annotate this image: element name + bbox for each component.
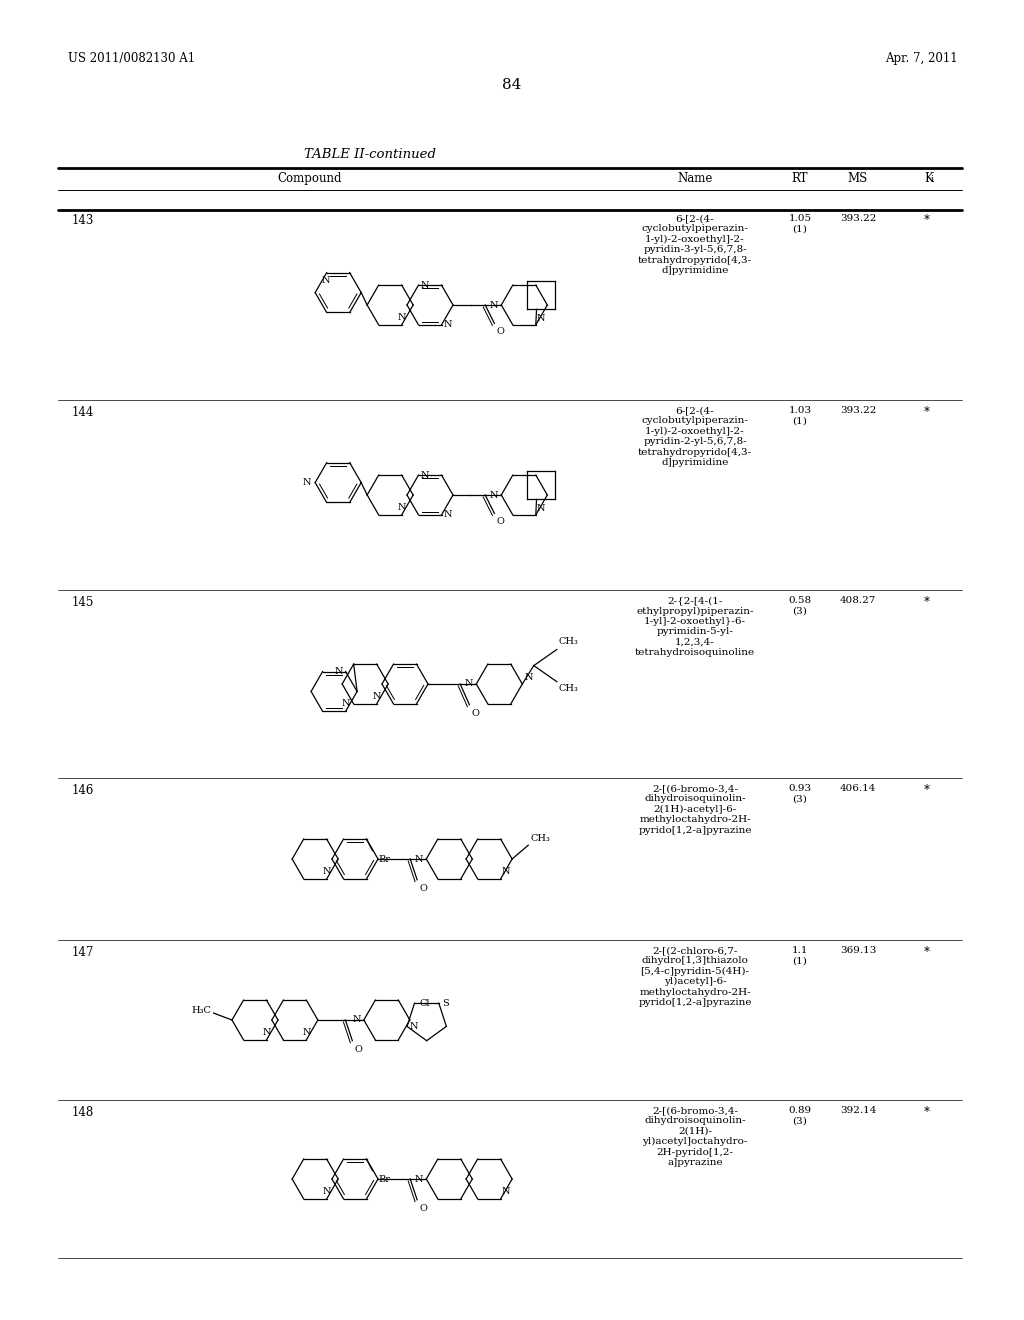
Text: 2-[(2-chloro-6,7-
dihydro[1,3]thiazolo
[5,4-c]pyridin-5(4H)-
yl)acetyl]-6-
methy: 2-[(2-chloro-6,7- dihydro[1,3]thiazolo [… bbox=[638, 946, 752, 1007]
Text: CH₃: CH₃ bbox=[530, 834, 551, 843]
Text: *: * bbox=[924, 214, 930, 227]
Text: N: N bbox=[262, 1028, 270, 1038]
Text: 2-{2-[4-(1-
ethylpropyl)piperazin-
1-yl]-2-oxoethyl}-6-
pyrimidin-5-yl-
1,2,3,4-: 2-{2-[4-(1- ethylpropyl)piperazin- 1-yl]… bbox=[635, 597, 755, 657]
Text: O: O bbox=[471, 709, 479, 718]
Text: 143: 143 bbox=[72, 214, 94, 227]
Text: N: N bbox=[373, 692, 381, 701]
Text: 369.13: 369.13 bbox=[840, 946, 877, 954]
Text: *: * bbox=[924, 597, 930, 609]
Text: N: N bbox=[443, 511, 452, 519]
Text: 1.03
(1): 1.03 (1) bbox=[788, 407, 812, 425]
Text: N: N bbox=[303, 478, 311, 487]
Text: MS: MS bbox=[848, 172, 868, 185]
Text: N: N bbox=[341, 700, 350, 709]
Text: N: N bbox=[421, 471, 429, 479]
Text: O: O bbox=[419, 1204, 427, 1213]
Text: 144: 144 bbox=[72, 407, 94, 418]
Text: RT: RT bbox=[792, 172, 808, 185]
Text: N: N bbox=[323, 1187, 331, 1196]
Text: N: N bbox=[524, 673, 532, 682]
Text: N: N bbox=[323, 867, 331, 876]
Text: CH₃: CH₃ bbox=[559, 684, 579, 693]
Text: N: N bbox=[415, 854, 423, 863]
Text: 406.14: 406.14 bbox=[840, 784, 877, 793]
Text: S: S bbox=[441, 999, 449, 1007]
Text: K: K bbox=[924, 172, 933, 185]
Text: Br: Br bbox=[379, 855, 390, 865]
Text: *: * bbox=[924, 784, 930, 797]
Text: N: N bbox=[397, 503, 406, 512]
Text: O: O bbox=[354, 1044, 362, 1053]
Text: N: N bbox=[421, 281, 429, 289]
Text: N: N bbox=[415, 1175, 423, 1184]
Text: O: O bbox=[497, 327, 504, 337]
Text: 2-[(6-bromo-3,4-
dihydroisoquinolin-
2(1H)-acetyl]-6-
methyloctahydro-2H-
pyrido: 2-[(6-bromo-3,4- dihydroisoquinolin- 2(1… bbox=[638, 784, 752, 834]
Text: 6-[2-(4-
cyclobutylpiperazin-
1-yl)-2-oxoethyl]-2-
pyridin-2-yl-5,6,7,8-
tetrahy: 6-[2-(4- cyclobutylpiperazin- 1-yl)-2-ox… bbox=[638, 407, 752, 467]
Text: Compound: Compound bbox=[278, 172, 342, 185]
Text: N: N bbox=[465, 680, 473, 689]
Text: 392.14: 392.14 bbox=[840, 1106, 877, 1115]
Text: *: * bbox=[924, 946, 930, 960]
Text: N: N bbox=[489, 491, 499, 499]
Text: US 2011/0082130 A1: US 2011/0082130 A1 bbox=[68, 51, 196, 65]
Text: N: N bbox=[410, 1022, 419, 1031]
Text: N: N bbox=[502, 1187, 510, 1196]
Text: Cl: Cl bbox=[420, 999, 430, 1007]
Text: *: * bbox=[924, 407, 930, 418]
Text: N: N bbox=[502, 867, 510, 876]
Text: Name: Name bbox=[677, 172, 713, 185]
Text: Br: Br bbox=[379, 1175, 390, 1184]
Text: 408.27: 408.27 bbox=[840, 597, 877, 605]
Text: TABLE II-continued: TABLE II-continued bbox=[304, 148, 436, 161]
Text: N: N bbox=[537, 314, 546, 323]
Text: 146: 146 bbox=[72, 784, 94, 797]
Text: 84: 84 bbox=[503, 78, 521, 92]
Text: 1.05
(1): 1.05 (1) bbox=[788, 214, 812, 234]
Text: O: O bbox=[497, 517, 504, 527]
Text: 0.58
(3): 0.58 (3) bbox=[788, 597, 812, 615]
Text: 393.22: 393.22 bbox=[840, 214, 877, 223]
Text: N: N bbox=[322, 276, 330, 285]
Text: 147: 147 bbox=[72, 946, 94, 960]
Text: 393.22: 393.22 bbox=[840, 407, 877, 414]
Text: CH₃: CH₃ bbox=[559, 636, 579, 645]
Text: *: * bbox=[924, 1106, 930, 1119]
Text: 1.1
(1): 1.1 (1) bbox=[792, 946, 808, 965]
Text: 2-[(6-bromo-3,4-
dihydroisoquinolin-
2(1H)-
yl)acetyl]octahydro-
2H-pyrido[1,2-
: 2-[(6-bromo-3,4- dihydroisoquinolin- 2(1… bbox=[642, 1106, 748, 1167]
Text: O: O bbox=[419, 883, 427, 892]
Text: N: N bbox=[302, 1028, 310, 1038]
Text: Apr. 7, 2011: Apr. 7, 2011 bbox=[886, 51, 958, 65]
Text: N: N bbox=[489, 301, 499, 309]
Text: N: N bbox=[334, 667, 343, 676]
Text: 145: 145 bbox=[72, 597, 94, 609]
Text: N: N bbox=[537, 504, 546, 513]
Text: i: i bbox=[931, 176, 934, 183]
Text: N: N bbox=[352, 1015, 360, 1024]
Text: H₃C: H₃C bbox=[191, 1006, 211, 1015]
Text: 0.93
(3): 0.93 (3) bbox=[788, 784, 812, 804]
Text: N: N bbox=[443, 321, 452, 330]
Text: N: N bbox=[397, 313, 406, 322]
Text: 148: 148 bbox=[72, 1106, 94, 1119]
Text: 0.89
(3): 0.89 (3) bbox=[788, 1106, 812, 1126]
Text: 6-[2-(4-
cyclobutylpiperazin-
1-yl)-2-oxoethyl]-2-
pyridin-3-yl-5,6,7,8-
tetrahy: 6-[2-(4- cyclobutylpiperazin- 1-yl)-2-ox… bbox=[638, 214, 752, 275]
